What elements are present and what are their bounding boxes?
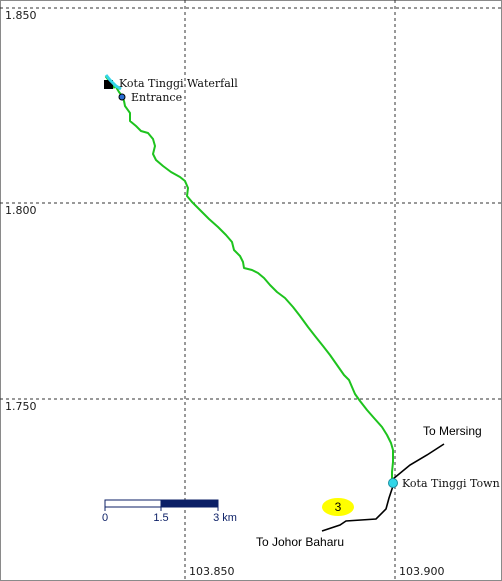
scale-label-2: 3 km [213,512,237,524]
waterfall-marker[interactable] [104,74,122,91]
town-marker-dot [388,478,398,488]
label-town: Kota Tinggi Town [402,477,500,490]
town-marker[interactable] [388,478,398,488]
scale-bar: 0 1.5 3 km [102,499,237,524]
route-badge-label: 3 [335,500,342,514]
scale-bar-segment-2 [160,499,219,508]
entrance-marker[interactable] [118,93,126,101]
lat-label-top: 1.850 [5,9,37,22]
label-waterfall: Kota Tinggi Waterfall [119,77,238,90]
label-to-mersing: To Mersing [423,424,482,438]
trail-path[interactable] [107,77,394,481]
lon-label-right: 103.900 [399,565,445,578]
scale-label-1: 1.5 [153,512,168,524]
label-to-johor-baharu: To Johor Baharu [256,535,344,549]
waterfall-icon [104,80,113,89]
waterfall-flow-icon [104,74,122,91]
road-to-mersing[interactable] [392,443,445,480]
lon-label-left: 103.850 [189,565,235,578]
lat-label-low: 1.750 [5,400,37,413]
scale-label-0: 0 [102,512,108,524]
route-badge-shape [322,498,354,516]
scale-bar-segment-1 [104,499,162,508]
route-badge: 3 [322,498,354,516]
road-to-johor-baharu[interactable] [321,485,394,532]
label-entrance: Entrance [131,91,182,104]
lat-label-mid: 1.800 [5,204,37,217]
